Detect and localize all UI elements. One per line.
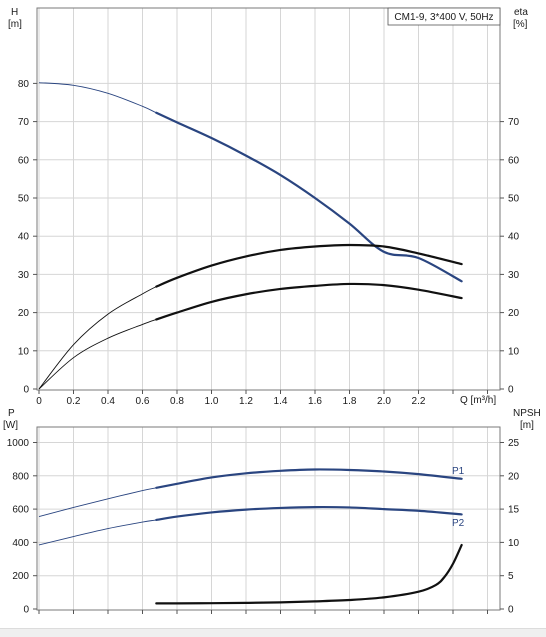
power-axis-title-line2: [W]: [3, 420, 18, 431]
performance-panel: 0 10 20 30 40 50 60 70 80 0 10 20 30 40 50 60 70 0 0.2 0.…: [8, 7, 528, 407]
npsh-axis-tick-label: 5: [508, 571, 514, 582]
head-axis-title-line2: [m]: [8, 19, 22, 30]
head-axis-tick-label: 30: [18, 270, 30, 281]
eta-axis-tick-label: 30: [508, 270, 520, 281]
head-axis-tick-label: 60: [18, 155, 30, 166]
npsh-axis-tick-label: 20: [508, 471, 520, 482]
power-axis-tick-label: 1000: [7, 438, 30, 449]
eta-axis-title-line1: eta: [514, 7, 528, 18]
flow-tick-label: 1.8: [343, 396, 357, 407]
legend-frame: [387, 7, 501, 26]
flow-tick-label: 0.4: [101, 396, 115, 407]
head-axis: 0 10 20 30 40 50 60 70 80: [18, 79, 37, 396]
P2-operating-range: [155, 505, 463, 522]
power-axis-tick-label: 600: [12, 505, 29, 516]
npsh-axis-tick-label: 0: [508, 605, 514, 616]
head-axis-tick-label: 50: [18, 194, 30, 205]
power-axis: 0 200 400 600 800 1000: [7, 438, 37, 616]
eta-axis-tick-label: 50: [508, 194, 520, 205]
power-axis-tick-label: 0: [23, 605, 29, 616]
performance-series: [38, 82, 463, 390]
head-axis-tick-label: 20: [18, 308, 30, 319]
head-operating-range: [155, 111, 463, 283]
efficiency-lower-operating-range: [155, 282, 463, 321]
npsh-axis-tick-label: 15: [508, 505, 520, 516]
flow-tick-label: 0: [36, 396, 42, 407]
flow-tick-label: 0.2: [67, 396, 81, 407]
eta-axis-tick-label: 10: [508, 346, 520, 357]
eta-axis: 0 10 20 30 40 50 60 70: [500, 117, 520, 396]
head-axis-tick-label: 80: [18, 79, 30, 90]
flow-axis-title: Q [m³/h]: [460, 395, 496, 406]
flow-tick-label: 2.0: [377, 396, 391, 407]
eta-axis-tick-label: 20: [508, 308, 520, 319]
performance-grid: [37, 8, 500, 390]
legend-box: CM1-9, 3*400 V, 50Hz: [387, 7, 501, 26]
head-axis-tick-label: 40: [18, 232, 30, 243]
flow-tick-label: 0.6: [136, 396, 150, 407]
flow-tick-label: 2.2: [412, 396, 426, 407]
eta-axis-tick-label: 70: [508, 117, 520, 128]
legend-text: CM1-9, 3*400 V, 50Hz: [394, 12, 493, 23]
npsh-axis-tick-label: 10: [508, 538, 520, 549]
performance-plot-area: [37, 8, 500, 390]
head-axis-tick-label: 10: [18, 346, 30, 357]
power-flow-axis: [38, 610, 488, 614]
p2-curve-label: P2: [452, 518, 465, 529]
eta-axis-tick-label: 60: [508, 155, 520, 166]
head-axis-title-line1: H: [11, 7, 18, 18]
efficiency-upper-operating-range: [155, 243, 463, 288]
power-series: [38, 468, 463, 605]
eta-axis-tick-label: 0: [508, 385, 514, 396]
flow-tick-label: 1.0: [205, 396, 219, 407]
flow-axis: 0 0.2 0.4 0.6 0.8 1.0 1.2 1.4 1.6 1.8 2.0 2.2: [36, 390, 488, 407]
power-axis-tick-label: 200: [12, 571, 29, 582]
P1-operating-range: [155, 468, 463, 489]
flow-tick-label: 1.2: [239, 396, 253, 407]
power-plot-frame: [36, 426, 501, 611]
power-axis-title-line1: P: [8, 408, 15, 419]
power-plot-area: [37, 427, 500, 610]
head-axis-tick-label: 70: [18, 117, 30, 128]
window-bottom-edge: [0, 628, 546, 637]
NPSH-operating-range: [155, 543, 463, 605]
eta-axis-tick-label: 40: [508, 232, 520, 243]
flow-tick-label: 1.6: [308, 396, 322, 407]
performance-plot-frame: [36, 7, 501, 391]
flow-tick-label: 1.4: [274, 396, 288, 407]
head-axis-tick-label: 0: [23, 385, 29, 396]
npsh-axis-tick-label: 25: [508, 438, 520, 449]
npsh-axis-title-line2: [m]: [520, 420, 534, 431]
flow-tick-label: 0.8: [170, 396, 184, 407]
p1-curve-label: P1: [452, 466, 465, 477]
power-axis-tick-label: 400: [12, 538, 29, 549]
npsh-axis-title-line1: NPSH: [513, 408, 541, 419]
eta-axis-title-line2: [%]: [513, 19, 528, 30]
npsh-axis: 0 5 10 15 20 25: [500, 438, 520, 616]
power-axis-tick-label: 800: [12, 471, 29, 482]
power-grid: [37, 427, 500, 610]
